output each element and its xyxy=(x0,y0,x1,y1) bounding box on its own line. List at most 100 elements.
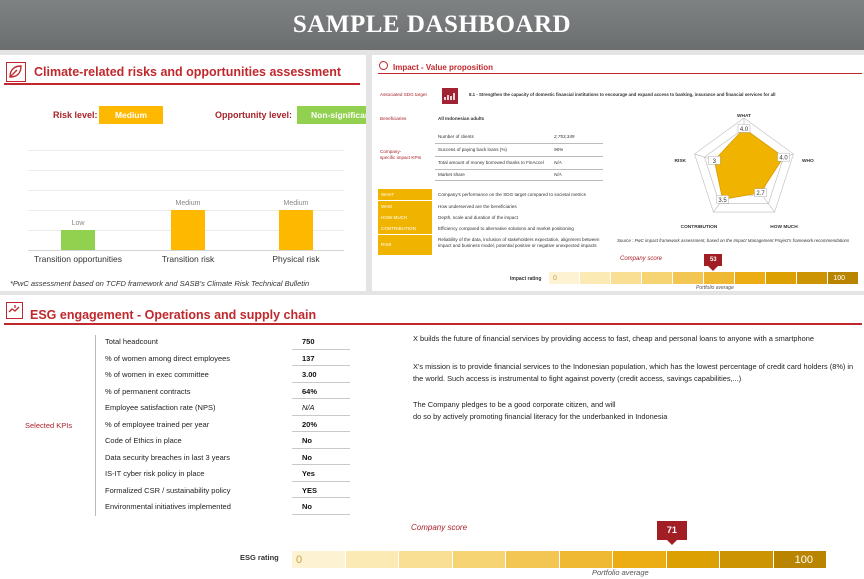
kpi-vertical-rule xyxy=(95,335,96,516)
gauge-min-label: 0 xyxy=(553,274,557,282)
esg-kpi-value: 64% xyxy=(302,386,318,396)
climate-bar-category: Transition risk xyxy=(161,254,215,264)
esg-kpi-divider xyxy=(292,480,350,482)
esg-kpi-row: % of employee trained per year 20% xyxy=(100,416,350,432)
esg-kpi-divider xyxy=(292,365,350,366)
esg-kpi-row: Formalized CSR / sustainability policy YE… xyxy=(100,482,350,498)
esg-kpi-divider xyxy=(292,513,350,515)
esg-kpi-row: IS-IT cyber risk policy in place Yes xyxy=(100,465,350,482)
radar-grid-ring xyxy=(694,117,794,213)
climate-footnote: *PwC assessment based on TCFD framework … xyxy=(10,279,310,288)
radar-axis-label: CONTRIBUTION xyxy=(681,224,718,230)
radar-value-box xyxy=(716,195,729,204)
climate-bar-value: Medium xyxy=(283,200,309,207)
gauge-segment xyxy=(549,272,580,284)
esg-kpi-label: Code of Ethics in place xyxy=(105,436,182,445)
kpi-divider xyxy=(435,156,603,157)
esg-kpi-row: Code of Ethics in place No xyxy=(100,432,350,449)
radar-value-box xyxy=(754,188,767,197)
gauge-max-label: 100 xyxy=(794,553,813,566)
radar-series-area xyxy=(713,127,785,200)
dimension-desc: Depth, scale and duration of the impact xyxy=(438,215,518,220)
esg-rating-gauge: 0 100 xyxy=(292,551,827,568)
gauge-segment xyxy=(704,272,735,284)
esg-text-mission: X's mission is to provide financial serv… xyxy=(413,362,854,383)
kpi-divider xyxy=(435,169,603,170)
esg-kpi-row: Total headcount 750 xyxy=(100,333,350,350)
chart-gridline xyxy=(28,170,344,171)
gauge-segment xyxy=(773,551,827,568)
radar-value-label: 4.0 xyxy=(740,127,749,133)
beneficiaries-label: Beneficiaries xyxy=(380,116,407,121)
impact-source-note: Source : PwC impact framework assessment… xyxy=(617,238,850,243)
radar-axis-label: WHAT xyxy=(737,113,751,119)
kpi-side-label: Company- xyxy=(380,149,402,154)
chart-baseline xyxy=(28,250,344,251)
impact-panel: Impact - Value proposition Associated SD… xyxy=(372,55,864,291)
gauge-segment xyxy=(613,551,667,568)
handshake-icon xyxy=(6,302,23,319)
gauge-segment xyxy=(720,551,774,568)
radar-value-box xyxy=(777,152,790,162)
climate-bar-value: Low xyxy=(71,220,85,227)
esg-rating-label: ESG rating xyxy=(240,553,279,562)
leaf-icon xyxy=(6,62,26,82)
dimension-desc: Efficiency compared to alternative solut… xyxy=(438,226,574,231)
gauge-segment xyxy=(797,272,828,284)
radar-value-label: 4.0 xyxy=(779,156,788,162)
impact-kpi-value: 2,753,349 xyxy=(554,134,575,139)
impact-title-rule xyxy=(378,73,862,74)
esg-kpi-label: Data security breaches in last 3 years xyxy=(105,452,231,462)
esg-kpi-divider xyxy=(292,447,350,449)
gauge-segment xyxy=(399,551,453,568)
radar-axis-label: RISK xyxy=(675,158,687,164)
impact-kpi-value: N/A xyxy=(554,172,562,177)
dashboard-banner: SAMPLE DASHBOARD xyxy=(0,0,864,50)
climate-title: Climate-related risks and opportunities … xyxy=(34,65,342,79)
climate-title-rule xyxy=(4,83,360,85)
risk-level-badge: Medium xyxy=(99,106,163,124)
gauge-segment xyxy=(345,551,399,568)
esg-text-intro: X builds the future of financial service… xyxy=(413,334,814,343)
esg-kpi-divider xyxy=(292,398,350,399)
esg-title-rule xyxy=(4,323,862,325)
radar-value-box xyxy=(708,156,721,165)
esg-kpi-value: No xyxy=(302,502,312,511)
esg-kpi-row: Data security breaches in last 3 years No xyxy=(100,449,350,465)
opportunity-level-label: Opportunity level: xyxy=(215,110,293,120)
dimension-desc: How underserved are the beneficiaries xyxy=(438,204,517,209)
radar-value-label: 2.7 xyxy=(756,191,765,197)
impact-kpi-label: Market share xyxy=(438,172,465,177)
climate-bar xyxy=(61,230,95,250)
impact-kpi-value: N/A xyxy=(554,160,562,165)
dashboard-title: SAMPLE DASHBOARD xyxy=(292,11,572,38)
target-icon xyxy=(379,61,388,70)
dimension-desc: Company's performance on the SDG target … xyxy=(438,192,586,197)
esg-kpi-row: % of permanent contracts 64% xyxy=(100,383,350,399)
gauge-segment xyxy=(642,272,673,284)
climate-bar-category: Transition opportunities xyxy=(33,254,123,264)
esg-kpi-label: % of women in exec committee xyxy=(105,370,209,379)
esg-kpi-value: No xyxy=(302,452,312,462)
dimension-risk: RISK xyxy=(378,235,432,255)
gauge-min-label: 0 xyxy=(296,553,303,566)
esg-kpi-label: Employee satisfaction rate (NPS) xyxy=(105,403,216,412)
esg-kpi-divider xyxy=(292,414,350,416)
esg-kpi-value: N/A xyxy=(302,403,315,412)
esg-kpi-divider xyxy=(292,431,350,432)
esg-kpi-label: % of women among direct employees xyxy=(105,353,231,363)
esg-title: ESG engagement - Operations and supply c… xyxy=(30,308,317,322)
esg-kpi-divider xyxy=(292,497,350,498)
radar-axis-label: WHO xyxy=(802,158,814,164)
esg-kpi-label: Environmental initiatives implemented xyxy=(105,502,231,511)
esg-kpi-row: Employee satisfaction rate (NPS) N/A xyxy=(100,399,350,416)
esg-kpi-value: 20% xyxy=(302,419,318,429)
dimension-how-much: HOW MUCH xyxy=(378,212,432,223)
kpi-divider xyxy=(435,143,603,144)
impact-kpi-label: Number of clients xyxy=(438,134,474,139)
gauge-segment xyxy=(611,272,642,284)
impact-score-marker: 53 xyxy=(704,254,723,271)
gauge-segment xyxy=(666,551,720,568)
esg-panel: ESG engagement - Operations and supply c… xyxy=(0,295,864,579)
radar-value-label: 3.5 xyxy=(718,198,727,204)
